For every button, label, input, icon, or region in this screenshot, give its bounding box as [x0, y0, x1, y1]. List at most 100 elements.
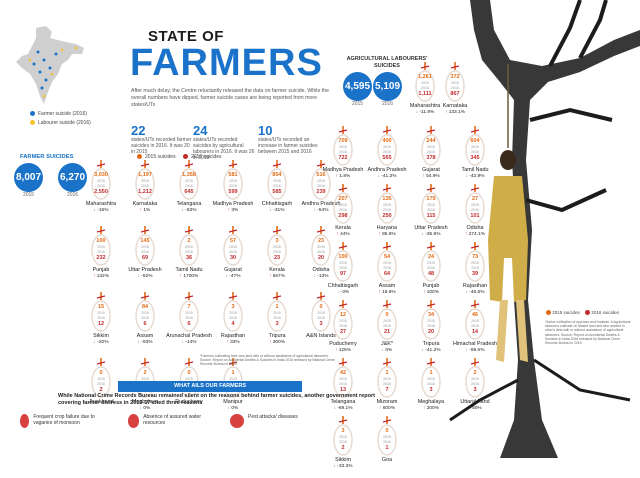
year-2015-label: 2015: [273, 179, 281, 183]
legend-labour: Labourer suicide (2016): [38, 120, 91, 126]
change-text: 44%: [340, 232, 350, 237]
state-name: Odisha: [466, 225, 484, 231]
change-text: -42.9%: [469, 174, 485, 179]
total-year: 2016: [381, 101, 394, 107]
noose-icon: [223, 226, 243, 266]
change-text: 50%: [472, 406, 482, 411]
state-item: 207 2015 2016 298 Kerala ↑ 44%: [318, 184, 368, 246]
change-value: ↓ -31%: [252, 208, 302, 214]
state-item: 100 2015 2016 97 Chhattisgarh ↓ -3%: [318, 242, 368, 304]
value-2016: 12: [97, 321, 105, 327]
change-value: ↓ -69.6%: [450, 348, 500, 354]
stat-number: 22: [131, 123, 146, 138]
change-text: -69.1%: [337, 406, 353, 411]
year-2016-label: 2016: [427, 266, 435, 270]
change-value: ↓ -14%: [164, 340, 214, 346]
state-item: 3 2015 2016 2 Sikkim ↓ -33.3%: [318, 416, 368, 478]
value-2015: 46: [471, 312, 479, 318]
state-item: 57 2015 2016 30 Gujarat ↓ -47%: [208, 226, 258, 288]
noose-icon: [223, 160, 243, 200]
year-2015-label: 2015: [229, 245, 237, 249]
state-name: Meghalaya: [417, 399, 445, 405]
year-2016-label: 2016: [273, 316, 281, 320]
change-value: ↑ 133.1%: [430, 110, 480, 116]
year-2015-label: 2015: [427, 203, 435, 207]
year-2015-label: 2015: [185, 311, 193, 315]
state-item: 854 2015 2016 585 Chhattisgarh ↓ -31%: [252, 160, 302, 222]
state-name: Mizoram: [376, 399, 398, 405]
state-item: 604 2015 2016 345 Tamil Nadu ↓ -42.9%: [450, 126, 500, 188]
value-2015: 604: [470, 138, 480, 144]
state-item: 27 2015 2016 101 Odisha ↑ 274.1%: [450, 184, 500, 246]
value-2016: 3: [319, 321, 323, 327]
arrow-up-icon: ↑: [268, 274, 273, 279]
state-name: Uttar Pradesh: [128, 267, 162, 273]
noose-icon: [267, 226, 287, 266]
year-2015-label: 2015: [383, 203, 391, 207]
agri-total-2015: 4,595 2015: [343, 72, 372, 107]
year-2016-label: 2016: [451, 86, 459, 90]
stat-3: 10 states/UTs recorded an increase in fa…: [258, 124, 320, 155]
year-2016-label: 2016: [229, 316, 237, 320]
arrow-down-icon: ↓: [181, 340, 186, 345]
state-item: 42 2015 2016 13 Telangana ↓ -69.1%: [318, 358, 368, 420]
value-2016: 1,212: [138, 189, 152, 195]
noose-icon: [333, 242, 353, 282]
value-2016: 14: [471, 329, 479, 335]
crop-failure-icon: [20, 414, 30, 428]
change-value: ↓ 0%: [362, 348, 412, 354]
noose-icon: [377, 358, 397, 398]
value-2015: 27: [471, 196, 479, 202]
change-value: ↑ 1.8%: [318, 174, 368, 180]
noose-icon: [421, 126, 441, 166]
year-2015-label: 2015: [471, 319, 479, 323]
year-2015-label: 2015: [317, 179, 325, 183]
change-value: ↓ -93%: [120, 340, 170, 346]
change-text: -46.6%: [469, 290, 485, 295]
change-value: ↓ -41.3%: [362, 174, 412, 180]
value-2015: 0: [385, 312, 389, 318]
arrow-down-icon: ↓: [465, 290, 470, 295]
change-text: 300%: [272, 340, 285, 345]
year-2015-label: 2015: [339, 261, 347, 265]
value-2015: 3: [275, 238, 279, 244]
year-2016-label: 2016: [317, 184, 325, 188]
change-value: ↑ 300%: [252, 340, 302, 346]
change-value: ↑ 132%: [76, 274, 126, 280]
value-2015: 1,358: [182, 172, 196, 178]
value-2015: 179: [426, 196, 436, 202]
value-2016: 20: [427, 329, 435, 335]
change-text: -41.2%: [425, 348, 441, 353]
year-2016-label: 2016: [383, 208, 391, 212]
state-item: 3,030 2015 2016 2,550 Maharashtra ↓ -16%: [76, 160, 126, 222]
value-2016: 13: [339, 387, 347, 393]
total-value: 4,595: [343, 72, 372, 101]
year-2015-label: 2015: [229, 377, 237, 381]
state-item: 1 2015 2016 7 Mizoram ↑ 600%: [362, 358, 412, 420]
hanging-tree-illustration: [449, 0, 640, 458]
year-2015-label: 2015: [273, 311, 281, 315]
value-2016: 115: [426, 213, 436, 219]
arrow-up-icon: ↑: [444, 110, 449, 115]
year-2015-label: 2015: [97, 179, 105, 183]
state-name: Madhya Pradesh: [212, 201, 254, 207]
year-2016-label: 2016: [185, 316, 193, 320]
change-value: ↓ -41.2%: [406, 348, 456, 354]
change-text: 0%: [143, 406, 151, 411]
change-value: ↓ -54%: [296, 208, 346, 214]
state-name: Rajasthan: [462, 283, 488, 289]
value-2016: 6: [143, 321, 147, 327]
key-2016: 2016 suicides: [591, 310, 619, 315]
change-value: ↑ 1%: [120, 208, 170, 214]
change-text: -52%: [141, 274, 153, 279]
change-text: -3%: [340, 290, 350, 295]
red-key-icon: [585, 310, 591, 316]
arrow-up-icon: ↑: [422, 290, 427, 295]
state-name: Meghalaya: [131, 399, 159, 405]
change-text: 1700%: [183, 274, 199, 279]
state-item: 1 2015 2016 3 Meghalaya ↑ 200%: [406, 358, 456, 420]
state-name: Karnataka: [442, 103, 468, 109]
change-value: ↓ -33.3%: [318, 464, 368, 470]
state-item: 0 2015 2016 3 A&N Islands: [296, 292, 346, 354]
state-item: 3 2015 2016 23 Kerala ↑ 667%: [252, 226, 302, 288]
